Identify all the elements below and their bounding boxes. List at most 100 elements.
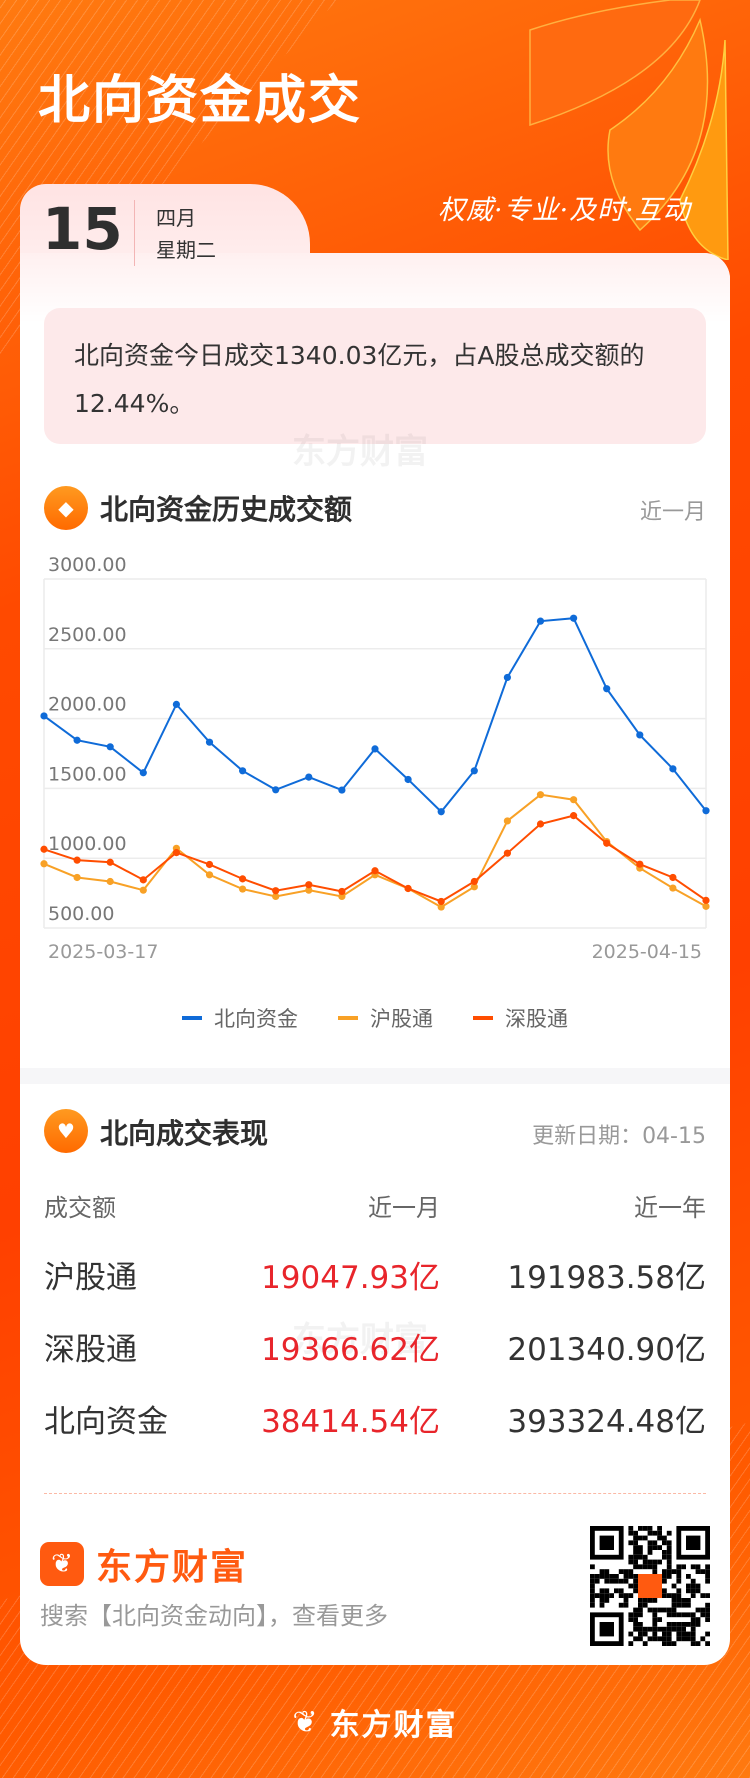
data-point — [272, 892, 280, 901]
qr-module — [705, 1578, 710, 1584]
data-point — [205, 871, 214, 879]
column-header: 近一年 — [634, 1194, 706, 1222]
qr-module — [676, 1578, 682, 1584]
qr-module — [657, 1535, 662, 1541]
qr-module — [705, 1607, 710, 1613]
qr-module — [623, 1569, 629, 1574]
data-point — [636, 731, 644, 739]
qr-module — [633, 1550, 638, 1555]
data-point — [570, 812, 578, 820]
qr-module — [628, 1612, 634, 1618]
qr-module — [662, 1607, 667, 1613]
qr-module — [633, 1530, 638, 1536]
qr-module — [686, 1583, 691, 1589]
watermark: 东方财富 — [292, 432, 428, 472]
handshake-icon: ♥ — [44, 1109, 88, 1153]
data-point — [702, 807, 710, 815]
qr-module — [681, 1636, 686, 1642]
qr-module — [657, 1607, 662, 1613]
qr-module — [633, 1578, 638, 1584]
qr-module — [628, 1540, 634, 1546]
chart-legend: 北向资金 沪股通 深股通 — [0, 1003, 750, 1033]
legend-label: 深股通 — [505, 1007, 568, 1031]
qr-module — [628, 1641, 634, 1646]
qr-module — [642, 1564, 648, 1570]
main-card — [20, 253, 730, 1665]
qr-module — [700, 1636, 706, 1642]
legend-item[interactable]: 深股通 — [473, 1003, 568, 1033]
qr-module — [590, 1602, 595, 1608]
y-tick-label: 1000.00 — [48, 833, 127, 855]
qr-module — [662, 1636, 667, 1642]
qr-module — [623, 1578, 629, 1584]
qr-module — [594, 1593, 600, 1598]
qr-module — [666, 1612, 672, 1618]
qr-module — [642, 1535, 648, 1541]
qr-module — [676, 1622, 682, 1627]
qr-module — [676, 1636, 682, 1642]
qr-module — [638, 1612, 643, 1618]
qr-module — [647, 1607, 653, 1613]
qr-module — [690, 1578, 696, 1584]
qr-module — [690, 1588, 696, 1594]
qr-module — [590, 1583, 595, 1589]
qr-module — [695, 1588, 701, 1594]
data-point — [470, 767, 478, 775]
qr-module — [652, 1612, 658, 1618]
column-header: 成交额 — [44, 1194, 116, 1222]
data-point — [702, 896, 710, 904]
data-point — [338, 887, 346, 896]
qr-module — [647, 1626, 653, 1632]
history-section-title: 北向资金历史成交额 — [100, 493, 353, 526]
qr-module — [647, 1550, 653, 1555]
data-point — [73, 873, 81, 882]
qr-module — [590, 1593, 595, 1598]
row-label: 沪股通 — [44, 1260, 137, 1296]
flame-logo-icon: ❦ — [40, 1542, 84, 1586]
legend-item[interactable]: 北向资金 — [182, 1003, 298, 1033]
qr-module — [666, 1530, 672, 1536]
year-value: 201340.90亿 — [507, 1332, 706, 1368]
qr-module — [652, 1626, 658, 1632]
qr-module — [662, 1574, 667, 1579]
qr-module — [662, 1593, 667, 1598]
qr-module — [642, 1631, 648, 1637]
qr-module — [676, 1574, 682, 1579]
qr-module — [690, 1626, 696, 1632]
qr-module — [695, 1617, 701, 1622]
month-value: 38414.54亿 — [261, 1404, 440, 1440]
qr-module — [604, 1593, 610, 1598]
qr-module — [666, 1550, 672, 1555]
data-point — [305, 886, 313, 894]
qr-code[interactable] — [590, 1526, 710, 1646]
data-point — [669, 765, 677, 773]
date-weekday: 星期二 — [156, 238, 216, 262]
qr-module — [594, 1578, 600, 1584]
data-point — [305, 881, 313, 889]
data-point — [536, 791, 545, 799]
data-point — [570, 796, 578, 804]
qr-module — [705, 1569, 710, 1574]
qr-module — [666, 1540, 672, 1546]
data-point — [404, 884, 412, 893]
qr-module — [686, 1574, 691, 1579]
qr-module — [666, 1636, 672, 1642]
flame-logo-icon: ❦ — [292, 1704, 320, 1740]
qr-module — [705, 1593, 710, 1598]
qr-module — [705, 1564, 710, 1570]
qr-module — [652, 1631, 658, 1637]
qr-module — [623, 1598, 629, 1603]
qr-module — [609, 1578, 614, 1584]
data-point — [669, 884, 677, 892]
data-point — [669, 873, 677, 882]
qr-module — [647, 1540, 653, 1546]
history-range-label[interactable]: 近一月 — [639, 500, 706, 525]
qr-module — [623, 1593, 629, 1598]
qr-module — [642, 1641, 648, 1646]
legend-item[interactable]: 沪股通 — [338, 1003, 433, 1033]
qr-module — [638, 1526, 643, 1531]
y-tick-label: 3000.00 — [48, 554, 127, 576]
qr-module — [681, 1626, 686, 1632]
qr-module — [628, 1583, 634, 1589]
qr-module — [590, 1578, 595, 1584]
